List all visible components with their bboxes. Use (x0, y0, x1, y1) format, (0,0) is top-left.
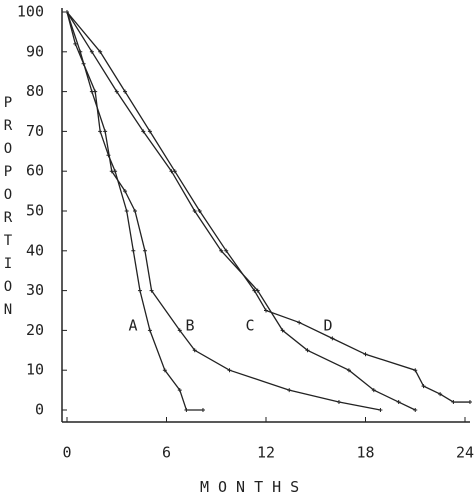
x-tick-label: 6 (162, 444, 171, 462)
point-marker (103, 129, 108, 134)
point-marker (396, 400, 401, 405)
point-marker (123, 189, 128, 194)
y-tick-label: 20 (26, 321, 44, 339)
point-marker (98, 129, 103, 134)
y-tick-label: 30 (26, 281, 44, 299)
point-marker (197, 209, 202, 213)
point-marker (346, 368, 351, 373)
point-marker (132, 209, 137, 213)
survival-curve (66, 11, 381, 411)
point-marker (184, 408, 189, 412)
point-marker (78, 49, 83, 54)
point-marker (264, 308, 268, 313)
point-marker (438, 392, 443, 397)
x-tick-label: 18 (356, 444, 374, 462)
point-marker (147, 328, 152, 333)
point-marker (142, 248, 147, 253)
point-marker (141, 129, 146, 134)
point-marker (371, 388, 376, 393)
point-marker (363, 352, 368, 357)
point-marker (65, 10, 69, 14)
y-tick-label: 10 (26, 361, 44, 379)
point-marker (192, 348, 197, 353)
x-tick-label: 24 (456, 444, 474, 462)
point-marker (219, 248, 224, 253)
point-marker (162, 368, 167, 373)
y-tick-label: 70 (26, 122, 44, 140)
point-marker (252, 288, 257, 293)
point-marker (192, 209, 197, 213)
survival-curve (66, 11, 470, 403)
y-tick-label: 0 (35, 401, 44, 419)
curve-label: A (128, 317, 137, 335)
point-marker (98, 49, 103, 54)
point-marker (330, 336, 335, 341)
point-marker (297, 320, 302, 325)
point-marker (467, 400, 472, 405)
point-marker (89, 49, 94, 54)
y-tick-label: 60 (26, 162, 44, 180)
point-marker (172, 169, 177, 174)
point-marker (149, 288, 154, 293)
point-marker (114, 89, 119, 94)
y-tick-label: 40 (26, 241, 44, 259)
curve-label: B (185, 317, 194, 335)
point-marker (305, 348, 310, 353)
x-tick-label: 0 (62, 444, 71, 462)
y-tick-label: 100 (17, 3, 44, 21)
point-marker (177, 388, 182, 393)
point-marker (421, 384, 426, 389)
curve-label: C (245, 317, 254, 335)
point-marker (336, 400, 341, 405)
y-axis-label: PROPORTION (0, 95, 16, 325)
y-tick-label: 90 (26, 42, 44, 60)
point-marker (287, 388, 292, 393)
survival-curve (66, 11, 416, 411)
x-axis-label: MONTHS (200, 478, 309, 496)
y-tick-label: 50 (26, 202, 44, 220)
point-marker (280, 328, 285, 333)
point-marker (73, 41, 78, 46)
point-marker (123, 89, 128, 94)
point-marker (137, 288, 142, 293)
point-marker (413, 408, 418, 412)
point-marker (224, 248, 229, 253)
point-marker (147, 129, 152, 134)
x-tick-label: 12 (257, 444, 275, 462)
point-marker (200, 408, 205, 412)
point-marker (109, 169, 114, 174)
point-marker (378, 408, 383, 412)
point-marker (124, 209, 129, 213)
y-tick-label: 80 (26, 82, 44, 100)
point-marker (131, 248, 136, 253)
point-marker (451, 400, 456, 405)
curve-label: D (323, 317, 332, 335)
point-marker (227, 368, 232, 373)
point-marker (177, 328, 182, 333)
point-marker (89, 89, 94, 94)
point-marker (413, 368, 418, 373)
